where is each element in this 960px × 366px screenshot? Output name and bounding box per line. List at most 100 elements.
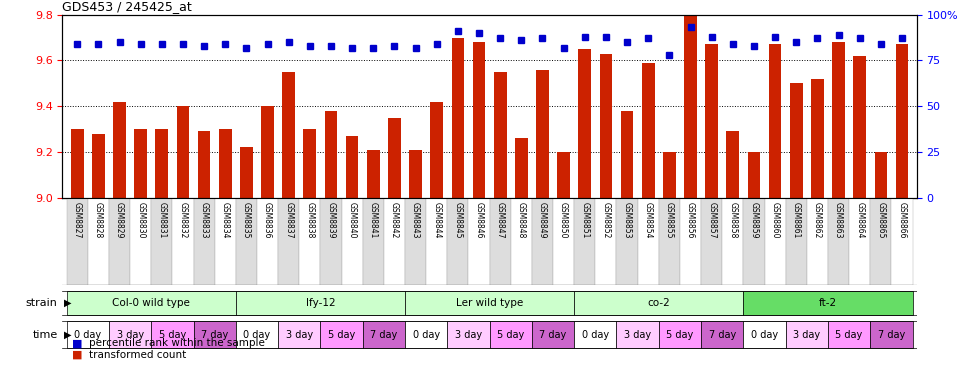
Bar (92, 134, 105, 198)
Bar (367, 150, 379, 198)
Text: GSM8842: GSM8842 (390, 202, 399, 238)
Bar (108, 198, 130, 285)
Text: GSM8863: GSM8863 (834, 202, 843, 239)
Text: GSM8864: GSM8864 (855, 202, 864, 239)
Bar (595, 198, 616, 285)
Text: 5 day: 5 day (666, 329, 693, 340)
Bar (684, 15, 697, 198)
Bar (511, 198, 532, 285)
Bar (303, 129, 316, 198)
Bar (557, 152, 570, 198)
Bar (71, 129, 84, 198)
Bar (342, 198, 363, 285)
Bar (642, 63, 655, 198)
Bar (743, 291, 913, 315)
Text: GSM8836: GSM8836 (263, 202, 272, 239)
Text: ■: ■ (72, 350, 83, 360)
Bar (743, 198, 764, 285)
Bar (87, 198, 108, 285)
Text: Ler wild type: Ler wild type (456, 298, 523, 308)
Bar (832, 42, 845, 198)
Text: 7 day: 7 day (201, 329, 228, 340)
Bar (785, 321, 828, 348)
Bar (198, 131, 210, 198)
Text: transformed count: transformed count (89, 350, 186, 360)
Bar (659, 321, 701, 348)
Text: lfy-12: lfy-12 (305, 298, 335, 308)
Text: ▶: ▶ (64, 329, 72, 340)
Text: 0 day: 0 day (244, 329, 271, 340)
Bar (875, 152, 887, 198)
Bar (536, 70, 549, 198)
Text: GSM8851: GSM8851 (580, 202, 589, 238)
Text: GSM8855: GSM8855 (665, 202, 674, 239)
Bar (896, 44, 908, 198)
Bar (152, 321, 194, 348)
Bar (130, 198, 152, 285)
Text: GSM8839: GSM8839 (326, 202, 335, 239)
Bar (659, 198, 680, 285)
Bar (156, 129, 168, 198)
Text: ■: ■ (72, 338, 83, 348)
Bar (321, 198, 342, 285)
Text: 7 day: 7 day (371, 329, 397, 340)
Bar (108, 321, 152, 348)
Text: GSM8827: GSM8827 (73, 202, 82, 238)
Text: GSM8849: GSM8849 (538, 202, 547, 239)
Bar (490, 321, 532, 348)
Bar (66, 291, 236, 315)
Text: GSM8865: GSM8865 (876, 202, 885, 239)
Text: 3 day: 3 day (793, 329, 821, 340)
Text: Col-0 wild type: Col-0 wild type (112, 298, 190, 308)
Text: GSM8845: GSM8845 (453, 202, 463, 239)
Text: GSM8850: GSM8850 (559, 202, 568, 239)
Bar (177, 106, 189, 198)
Text: GSM8840: GSM8840 (348, 202, 356, 239)
Bar (363, 198, 384, 285)
Text: GSM8848: GSM8848 (516, 202, 526, 238)
Bar (616, 321, 659, 348)
Bar (321, 321, 363, 348)
Text: 5 day: 5 day (158, 329, 186, 340)
Bar (236, 291, 405, 315)
Bar (346, 136, 358, 198)
Text: GSM8828: GSM8828 (94, 202, 103, 238)
Text: GSM8834: GSM8834 (221, 202, 229, 239)
Text: 5 day: 5 day (835, 329, 863, 340)
Bar (113, 101, 126, 198)
Bar (173, 198, 194, 285)
Bar (405, 321, 447, 348)
Text: GSM8832: GSM8832 (179, 202, 187, 238)
Text: GSM8854: GSM8854 (644, 202, 653, 239)
Text: 7 day: 7 day (877, 329, 905, 340)
Bar (828, 198, 850, 285)
Bar (701, 321, 743, 348)
Bar (219, 129, 231, 198)
Text: 3 day: 3 day (624, 329, 651, 340)
Bar (680, 198, 701, 285)
Bar (574, 291, 743, 315)
Bar (532, 198, 553, 285)
Text: 7 day: 7 day (540, 329, 566, 340)
Bar (240, 147, 252, 198)
Text: 3 day: 3 day (286, 329, 313, 340)
Text: GSM8852: GSM8852 (601, 202, 611, 238)
Bar (769, 44, 781, 198)
Bar (493, 72, 507, 198)
Bar (853, 56, 866, 198)
Bar (616, 198, 637, 285)
Text: 0 day: 0 day (74, 329, 102, 340)
Bar (637, 198, 659, 285)
Bar (621, 111, 634, 198)
Bar (553, 198, 574, 285)
Bar (468, 198, 490, 285)
Bar (532, 321, 574, 348)
Bar (261, 106, 274, 198)
Bar (447, 198, 468, 285)
Text: GSM8830: GSM8830 (136, 202, 145, 239)
Text: GSM8829: GSM8829 (115, 202, 124, 238)
Text: GSM8843: GSM8843 (411, 202, 420, 239)
Bar (722, 198, 743, 285)
Bar (409, 150, 422, 198)
Bar (515, 138, 528, 198)
